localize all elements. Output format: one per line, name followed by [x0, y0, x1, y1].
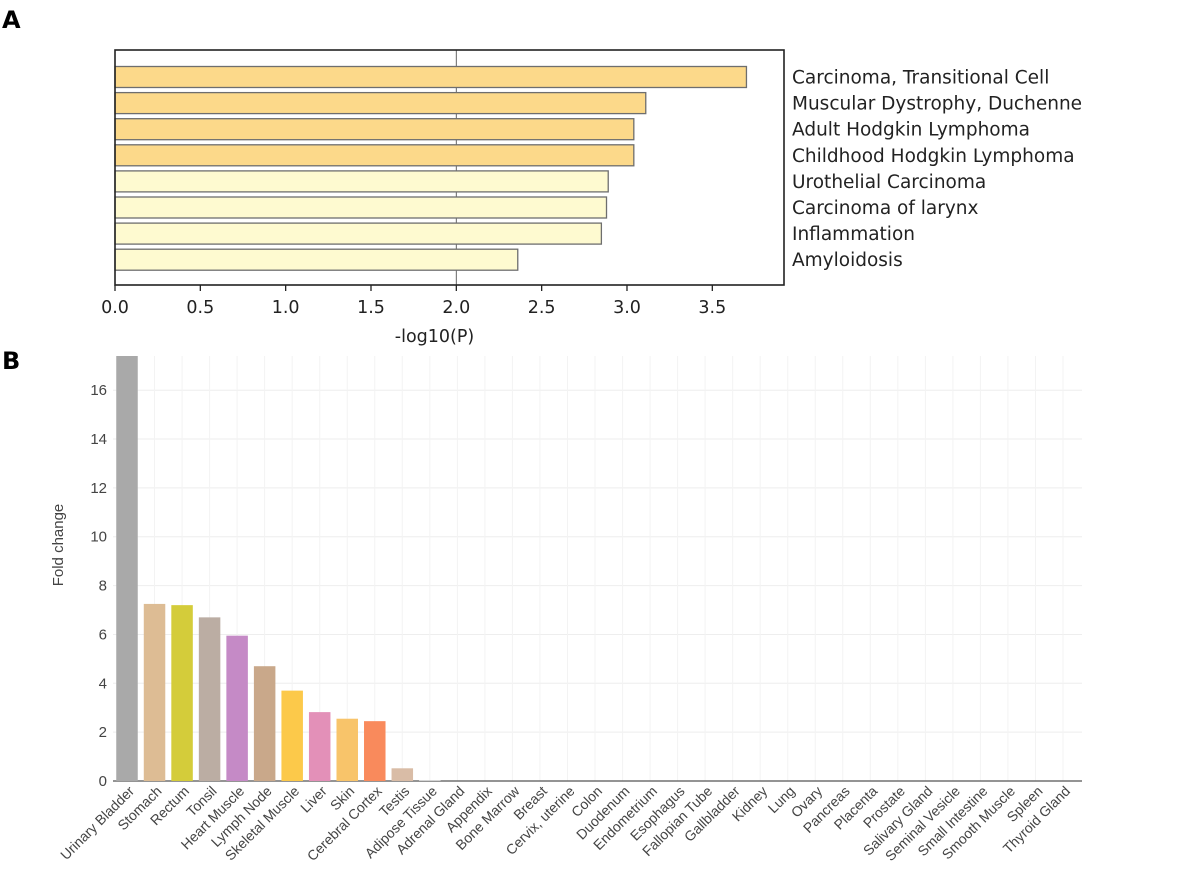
x-tick-label-a: 1.5: [357, 298, 385, 318]
y-axis-title-b: Fold change: [50, 504, 67, 587]
bar-b: [198, 617, 221, 781]
disease-enrichment-chart: Carcinoma, Transitional Cell Muscular Dys…: [101, 49, 1082, 347]
bar-b: [171, 605, 193, 781]
category-label-a: Inflammation: [792, 224, 915, 245]
y-tick-label-b: 10: [90, 529, 107, 546]
y-tick-label-b: 0: [99, 773, 107, 790]
category-label-a: Adult Hodgkin Lymphoma: [792, 120, 1030, 141]
category-label-a: Amyloidosis: [792, 250, 903, 271]
bar-a: [114, 118, 635, 141]
y-tick-label-b: 16: [90, 382, 107, 399]
x-tick-label-a: 0.5: [186, 298, 214, 318]
bar-b: [364, 721, 386, 781]
category-label-a: Childhood Hodgkin Lymphoma: [792, 146, 1075, 167]
bar-a: [114, 144, 635, 167]
category-label-a: Carcinoma, Transitional Cell: [792, 68, 1049, 89]
panel-label-a: A: [2, 6, 21, 34]
bar-a: [114, 222, 603, 245]
y-tick-label-b: 8: [99, 578, 107, 595]
y-tick-label-b: 4: [99, 675, 107, 692]
x-tick-label-a: 2.0: [442, 298, 470, 318]
bar-b: [253, 666, 276, 781]
x-axis-title-a: -log10(P): [395, 327, 474, 347]
bar-b: [226, 635, 248, 781]
x-tick-label-a: 1.0: [272, 298, 300, 318]
axes-frame-a: [114, 49, 785, 286]
bar-b: [143, 603, 166, 781]
bar-b: [336, 718, 358, 781]
bar-b: [391, 768, 414, 781]
plot-area-a: [115, 50, 784, 285]
category-label-a: Urothelial Carcinoma: [792, 172, 986, 193]
bar-a: [114, 91, 647, 115]
bar-b: [308, 712, 331, 781]
bar-a: [114, 196, 608, 219]
category-label-b: Liver: [297, 783, 330, 816]
bar-b: [281, 690, 303, 781]
bar-a: [114, 65, 748, 89]
category-label-a: Carcinoma of larynx: [792, 198, 979, 219]
bar-a: [114, 248, 519, 271]
x-tick-label-a: 2.5: [528, 298, 556, 318]
x-tick-label-a: 3.5: [698, 298, 726, 318]
bar-b: [116, 356, 138, 781]
y-tick-label-b: 2: [99, 724, 107, 741]
y-tick-label-b: 12: [90, 480, 107, 497]
y-tick-label-b: 14: [90, 431, 107, 448]
x-tick-label-a: 3.0: [613, 298, 641, 318]
bar-a: [114, 170, 609, 193]
y-tick-label-b: 6: [99, 626, 107, 643]
panel-label-b: B: [2, 347, 20, 375]
x-tick-label-a: 0.0: [101, 298, 129, 318]
category-label-a: Muscular Dystrophy, Duchenne: [792, 94, 1082, 115]
